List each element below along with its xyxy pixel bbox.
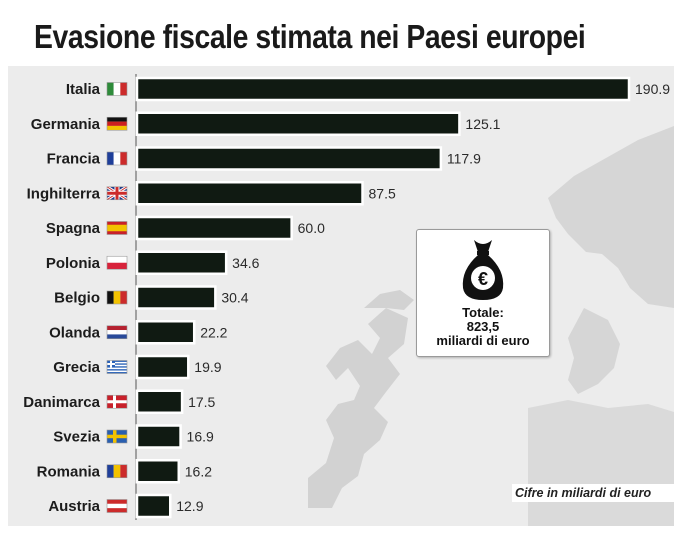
chart-title: Evasione fiscale stimata nei Paesi europ…	[34, 18, 586, 55]
category-label: Olanda	[49, 324, 101, 341]
flag-france-icon	[106, 151, 128, 166]
category-label: Grecia	[53, 359, 100, 376]
category-label: Svezia	[53, 429, 100, 446]
bar-austria	[135, 493, 172, 519]
bar-inghilterra	[135, 181, 364, 206]
category-label: Danimarca	[23, 394, 100, 411]
total-label: Totale:	[462, 305, 504, 320]
bar-olanda	[135, 320, 196, 345]
bar-spagna	[135, 215, 293, 241]
category-label: Inghilterra	[27, 185, 101, 202]
value-label: 117.9	[447, 151, 481, 167]
bars-group	[135, 76, 631, 519]
value-label: 87.5	[369, 185, 396, 201]
flag-spain-icon	[106, 221, 128, 235]
units-footnote: Cifre in miliardi di euro	[512, 484, 674, 502]
category-label: Spagna	[46, 220, 101, 237]
value-label: 16.9	[187, 429, 214, 445]
category-label: Belgio	[54, 290, 100, 307]
category-label: Austria	[48, 498, 100, 515]
bar-italia	[135, 76, 631, 102]
value-label: 125.1	[465, 116, 500, 132]
category-label: Romania	[37, 463, 101, 480]
value-label: 190.9	[635, 81, 670, 97]
bar-belgio	[135, 285, 217, 310]
bar-francia	[135, 146, 443, 171]
bar-svezia	[135, 424, 182, 449]
flag-austria-icon	[106, 499, 128, 513]
bar-danimarca	[135, 389, 184, 414]
value-label: 30.4	[221, 290, 248, 306]
flag-uk-icon	[106, 185, 128, 202]
value-label: 34.6	[232, 255, 259, 271]
flag-netherlands-icon	[106, 325, 128, 340]
chart-canvas: Italia 190.9 Germania 125.1 Francia 117.9 Ingh…	[23, 74, 674, 526]
title-bar: Evasione fiscale stimata nei Paesi europ…	[8, 8, 674, 66]
value-label: 16.2	[185, 463, 212, 479]
value-label: 22.2	[200, 324, 227, 340]
total-box: € Totale: 823,5 miliardi di euro	[416, 229, 550, 357]
chart-frame: Italia 190.9 Germania 125.1 Francia 117.9 Ingh…	[8, 8, 674, 526]
category-label: Polonia	[46, 255, 101, 272]
total-text: Totale: 823,5 miliardi di euro	[417, 306, 549, 348]
category-label: Italia	[66, 81, 101, 98]
bar-romania	[135, 459, 181, 484]
flag-poland-icon	[106, 255, 128, 270]
flag-belgium-icon	[106, 290, 128, 305]
value-label: 12.9	[176, 498, 203, 514]
value-label: 19.9	[194, 359, 221, 375]
bar-germania	[135, 111, 461, 136]
flag-denmark-icon	[106, 394, 128, 409]
bar-polonia	[135, 250, 228, 275]
category-label: Francia	[47, 151, 101, 168]
labels-group: Italia 190.9 Germania 125.1 Francia 117.9 Ingh…	[23, 81, 670, 515]
flag-germany-icon	[106, 116, 128, 131]
flag-romania-icon	[106, 464, 128, 479]
total-value: 823,5	[466, 319, 500, 334]
total-unit: miliardi di euro	[436, 333, 530, 348]
bar-grecia	[135, 354, 190, 380]
flag-italy-icon	[106, 82, 128, 96]
category-label: Germania	[31, 116, 101, 133]
flag-sweden-icon	[106, 429, 128, 444]
flag-greece-icon	[106, 360, 128, 374]
value-label: 60.0	[298, 220, 325, 236]
svg-text:€: €	[478, 269, 488, 289]
value-label: 17.5	[188, 394, 215, 410]
euro-money-bag-icon: €	[462, 240, 504, 300]
